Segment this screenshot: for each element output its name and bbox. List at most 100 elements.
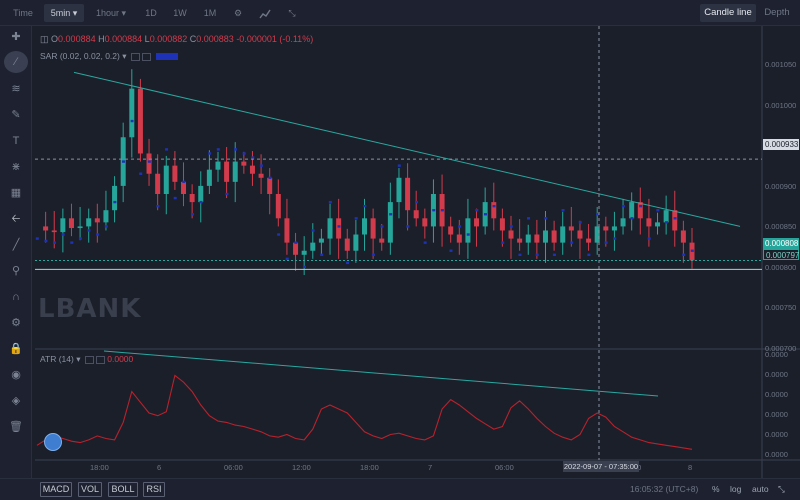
last-price-tag: 0.000808	[763, 238, 799, 249]
candle-body	[370, 218, 376, 239]
candle-line-button[interactable]: Candle line	[700, 4, 756, 22]
atr-tick-label: 0.0000	[765, 370, 788, 379]
sar-point	[492, 204, 496, 208]
low-price-tag: 0.000797	[763, 249, 799, 260]
chart-grid	[35, 26, 800, 478]
candle-body	[77, 226, 83, 229]
time-tick-label: 8	[688, 463, 693, 472]
candle-body	[172, 165, 178, 182]
fullscreen-icon[interactable]: ⤡	[288, 8, 296, 18]
candle-body	[646, 218, 652, 227]
multi-line-icon[interactable]: ≋	[11, 83, 21, 95]
sar-point	[475, 209, 479, 212]
sar-point	[630, 217, 634, 220]
candle-body	[301, 250, 307, 255]
boll-button[interactable]: BOLL	[108, 482, 138, 497]
depth-button[interactable]: Depth	[764, 7, 790, 18]
pattern-icon[interactable]: ⋇	[11, 161, 21, 173]
settings-box-icon[interactable]	[84, 355, 94, 364]
back-arrow-icon[interactable]: 🡠	[11, 213, 21, 225]
indicators-chart-icon	[259, 9, 271, 19]
percent-toggle[interactable]: %	[712, 484, 720, 494]
auto-toggle[interactable]: auto	[752, 484, 769, 494]
sar-point	[294, 241, 298, 244]
zoom-icon[interactable]: ⚲	[11, 265, 21, 277]
price-tick-label: 0.000900	[765, 181, 797, 191]
price-chart[interactable]	[0, 0, 800, 478]
pencil-icon[interactable]: ✎	[11, 109, 21, 121]
close-box-icon[interactable]	[141, 52, 151, 61]
sar-legend[interactable]: SAR (0.02, 0.02, 0.2) ▾	[40, 51, 179, 62]
candle-body	[629, 202, 635, 219]
clock-label: 16:05:32 (UTC+8)	[630, 484, 699, 494]
interval-5min-dropdown[interactable]: 5min ▾	[44, 4, 84, 22]
atr-legend[interactable]: ATR (14) ▾ 0.0000	[40, 354, 133, 365]
interval-1d-button[interactable]: 1D	[145, 8, 157, 18]
high-label: H	[98, 34, 105, 44]
sar-point	[664, 221, 668, 224]
open-label: O	[51, 34, 59, 44]
text-icon[interactable]: T	[12, 135, 20, 147]
sar-point	[78, 237, 82, 240]
candle-body	[663, 210, 669, 223]
candle-body	[258, 173, 264, 178]
settings-gear-icon[interactable]: ⚙	[233, 8, 243, 18]
sar-point	[53, 241, 57, 244]
sar-point	[302, 265, 306, 269]
time-button[interactable]: Time	[13, 8, 33, 18]
macd-button[interactable]: MACD	[40, 482, 72, 497]
interval-1w-button[interactable]: 1W	[173, 8, 187, 18]
candle-body	[68, 218, 74, 229]
indicators-icon[interactable]	[254, 4, 276, 22]
candle-body	[551, 230, 557, 243]
time-tick-label: 18:00	[90, 463, 109, 472]
price-tick-label: 0.000750	[765, 303, 797, 313]
trend-line-tool-icon[interactable]: ∕	[4, 51, 28, 73]
layers-icon[interactable]: ◈	[11, 395, 21, 407]
time-tick-label: 6	[157, 463, 162, 472]
eye-icon[interactable]: ◉	[11, 369, 21, 381]
candle-body	[94, 218, 100, 223]
ruler-icon[interactable]: ╱	[12, 239, 20, 251]
chart-overlays	[35, 26, 762, 460]
measure-icon[interactable]: ▦	[10, 187, 22, 199]
lock-icon[interactable]: 🔒	[9, 343, 23, 355]
settings-box-icon[interactable]	[130, 52, 140, 61]
candle-body	[517, 238, 523, 243]
candle-body	[560, 226, 566, 243]
candle-body	[224, 161, 230, 182]
interval-1m-button[interactable]: 1M	[203, 8, 217, 18]
rsi-button[interactable]: RSI	[143, 482, 165, 497]
candle-body	[206, 169, 212, 186]
interval-1hour-dropdown[interactable]: 1hour ▾	[90, 4, 132, 22]
price-tick-label: 0.000850	[765, 222, 797, 232]
candle-body	[491, 202, 497, 219]
support-avatar-icon[interactable]	[44, 433, 62, 451]
candle-body	[129, 88, 135, 138]
sar-label: SAR (0.02, 0.02, 0.2)	[40, 51, 120, 61]
candle-body	[594, 226, 600, 243]
vol-button[interactable]: VOL	[78, 482, 102, 497]
sar-point	[509, 225, 513, 228]
magnet-icon[interactable]: ∩	[12, 291, 20, 303]
lock-drawings-icon[interactable]: ⚙	[11, 317, 21, 329]
candle-body	[603, 226, 609, 231]
fullscreen-icon[interactable]: ⤡	[778, 484, 785, 494]
price-tick-label: 0.000800	[765, 262, 797, 272]
close-box-icon[interactable]	[95, 355, 105, 364]
sar-point	[320, 253, 324, 256]
sar-point	[354, 217, 358, 220]
candle-body	[542, 230, 548, 243]
trash-icon[interactable]: 🗑	[9, 421, 23, 433]
crosshair-icon[interactable]: ✚	[11, 31, 21, 43]
log-toggle[interactable]: log	[730, 484, 742, 494]
candle-body	[215, 161, 221, 170]
sar-point	[44, 239, 48, 243]
sar-point	[130, 119, 134, 123]
candle-body	[51, 230, 57, 233]
ohlc-icon[interactable]: ◫	[40, 34, 49, 44]
caret-down-icon: ▾	[72, 8, 78, 18]
sar-point	[440, 209, 444, 212]
candle-body	[474, 218, 480, 227]
sar-point	[397, 164, 401, 167]
